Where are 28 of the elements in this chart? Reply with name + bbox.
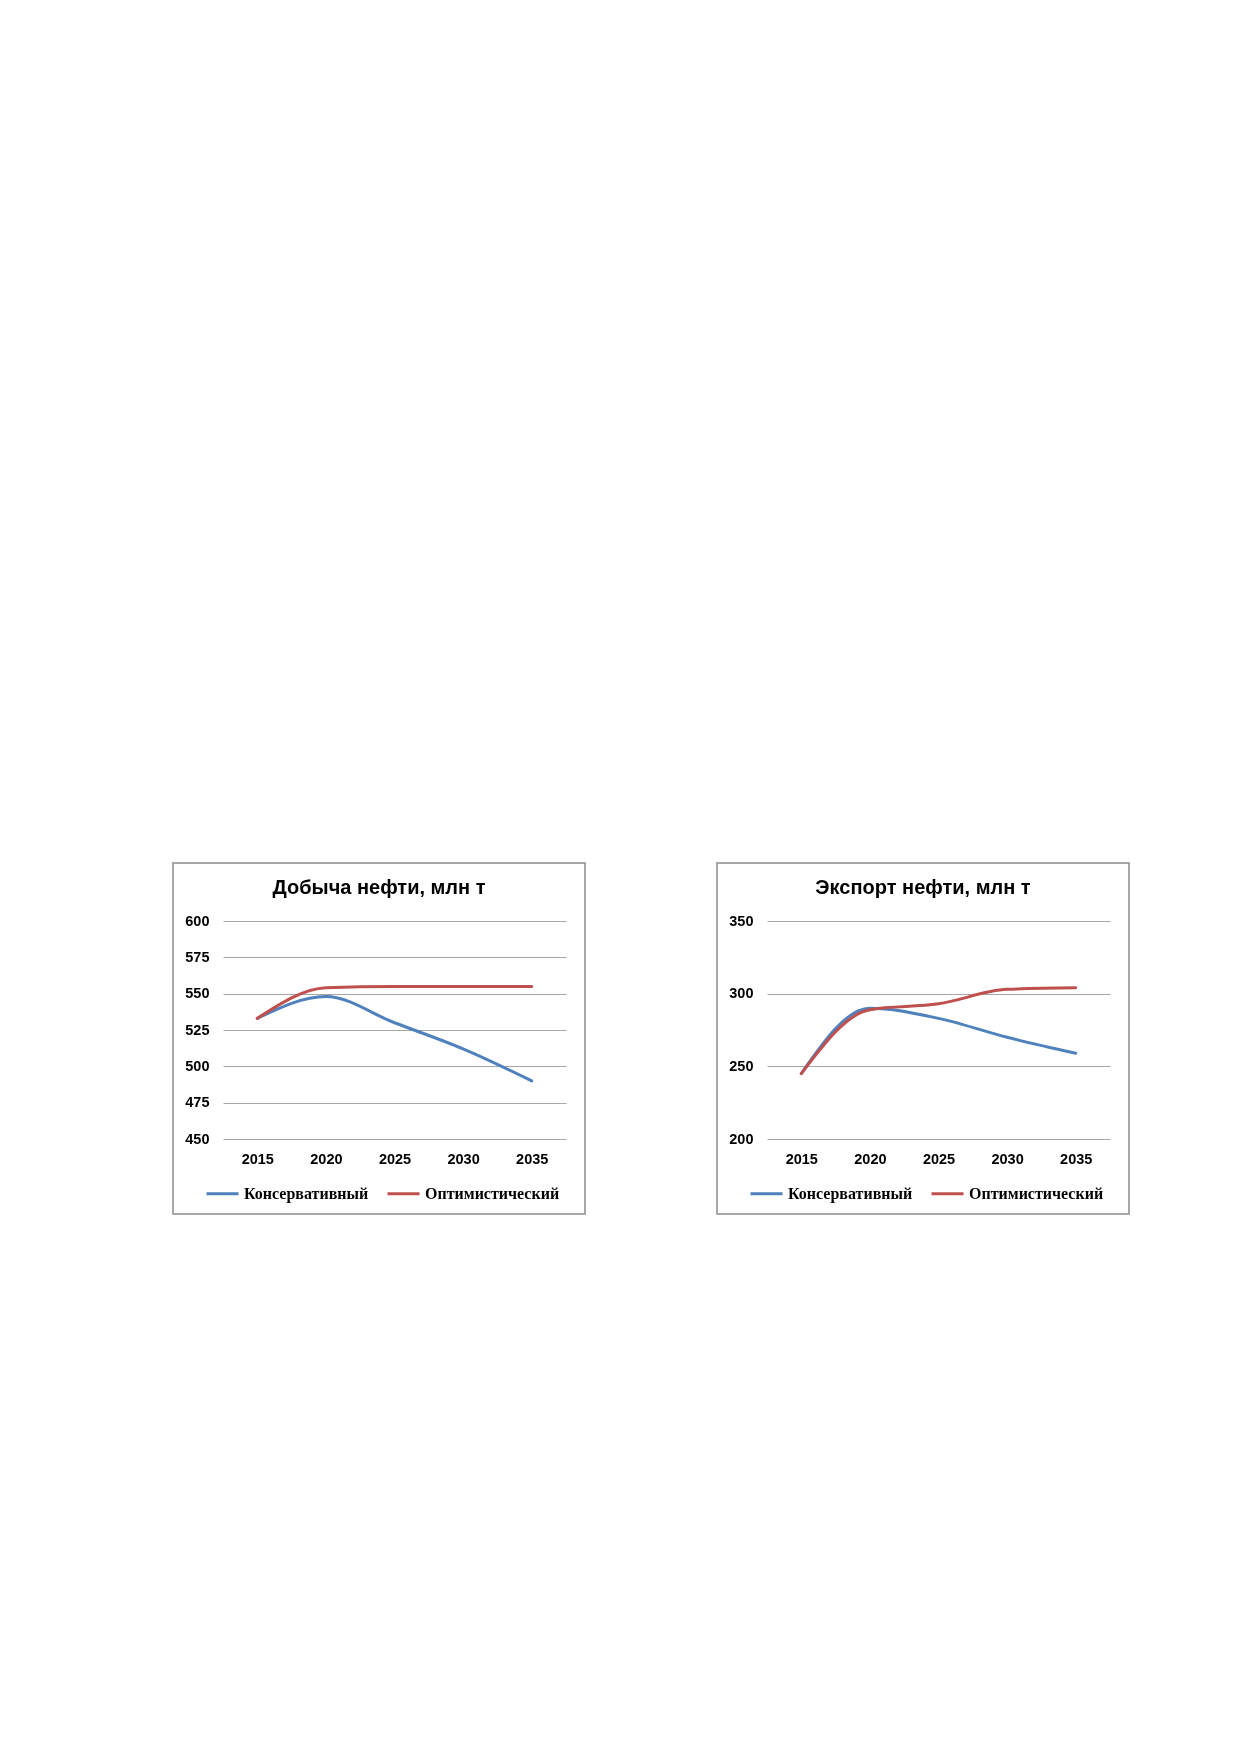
y-tick-label: 525 xyxy=(185,1021,210,1038)
y-tick-label: 600 xyxy=(185,912,210,929)
y-tick-label: 350 xyxy=(729,912,754,929)
legend-label: Оптимистический xyxy=(969,1184,1104,1202)
x-tick-label: 2015 xyxy=(241,1150,274,1167)
x-tick-label: 2015 xyxy=(785,1150,818,1167)
legend-label: Оптимистический xyxy=(425,1184,560,1202)
x-tick-label: 2030 xyxy=(447,1150,480,1167)
y-tick-label: 200 xyxy=(729,1130,754,1147)
chart-title: Экспорт нефти, млн т xyxy=(815,876,1031,899)
chart-title: Добыча нефти, млн т xyxy=(272,876,486,899)
line-series xyxy=(799,986,1078,1076)
y-tick-label: 300 xyxy=(729,985,754,1002)
x-tick-label: 2020 xyxy=(310,1150,343,1167)
y-tick-label: 450 xyxy=(185,1130,210,1147)
y-tick-label: 550 xyxy=(185,985,210,1002)
y-tick-label: 500 xyxy=(185,1057,210,1074)
x-tick-label: 2025 xyxy=(922,1150,956,1167)
y-tick-label: 475 xyxy=(185,1094,210,1111)
x-tick-label: 2025 xyxy=(378,1150,412,1167)
legend-label: Консервативный xyxy=(244,1184,369,1203)
x-tick-label: 2035 xyxy=(1060,1150,1093,1167)
x-tick-label: 2030 xyxy=(991,1150,1024,1167)
y-tick-label: 575 xyxy=(185,948,210,965)
y-tick-label: 250 xyxy=(729,1057,754,1074)
x-tick-label: 2035 xyxy=(516,1150,549,1167)
legend-label: Консервативный xyxy=(788,1184,913,1203)
x-tick-label: 2020 xyxy=(854,1150,887,1167)
